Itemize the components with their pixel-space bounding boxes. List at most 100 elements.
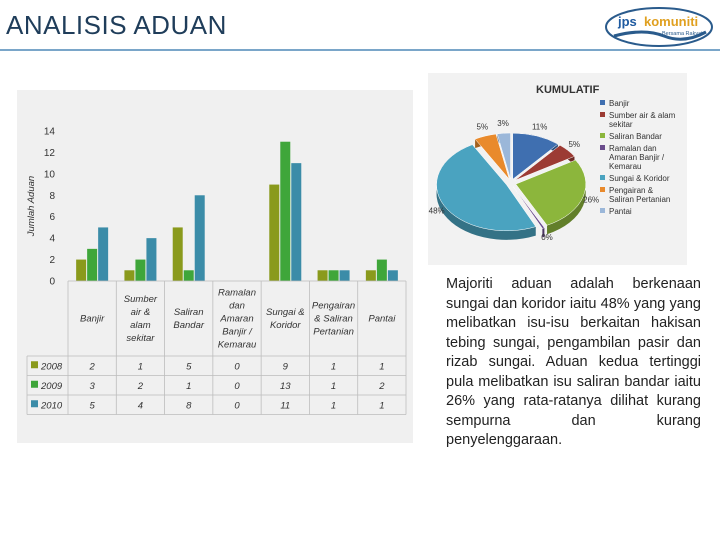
pie-legend-label-3: Amaran Banjir /: [609, 153, 665, 162]
pie-legend-swatch-2: [600, 133, 605, 138]
pie-legend-label-0: Banjir: [609, 99, 630, 108]
category-label: alam: [130, 320, 151, 331]
table-value: 9: [283, 361, 289, 372]
y-tick-label: 8: [49, 191, 55, 202]
category-label: Amaran: [219, 314, 253, 325]
pie-legend-label-1: sekitar: [609, 120, 633, 129]
category-label: Saliran: [174, 307, 204, 318]
bar-2010-2: [194, 195, 205, 281]
pie-slice-3: [512, 186, 545, 229]
bar-2009-4: [280, 141, 291, 281]
pie-chart-panel: KUMULATIF 11% 5% 26% 0% 48% 5% 3% Banjir Sumber a…: [428, 73, 687, 265]
pie-pct-label-1: 5%: [568, 140, 580, 149]
pie-legend-label-5: Saliran Pertanian: [609, 195, 670, 204]
pie-slice-6: [496, 132, 511, 180]
pie-legend-swatch-6: [600, 208, 605, 213]
table-value: 2: [88, 361, 95, 372]
category-label: Sumber: [124, 294, 158, 305]
table-value: 4: [138, 400, 143, 411]
table-value: 8: [186, 400, 192, 411]
slide-title: ANALISIS ADUAN: [6, 10, 227, 40]
y-tick-label: 4: [49, 234, 55, 245]
category-label: dan: [229, 301, 245, 312]
category-label: Koridor: [270, 320, 301, 331]
category-label: Banjir: [80, 314, 105, 325]
pie-title: KUMULATIF: [536, 84, 600, 96]
bar-2008-5: [317, 270, 328, 281]
y-tick-label: 0: [49, 277, 55, 288]
pie-pct-label-4: 48%: [429, 206, 445, 215]
legend-label-2009: 2009: [40, 381, 63, 392]
pie-chart: KUMULATIF 11% 5% 26% 0% 48% 5% 3% Banjir Sumber a…: [429, 84, 676, 242]
pie-pct-label-2: 26%: [583, 196, 599, 205]
bar-2008-2: [172, 227, 183, 281]
pie-slice-0: [512, 132, 559, 180]
table-value: 1: [186, 381, 191, 392]
pie-slice-5: [474, 133, 510, 180]
table-value: 5: [186, 361, 192, 372]
category-label: Sungai &: [266, 307, 305, 318]
bar-2009-5: [328, 270, 339, 281]
pie-legend-label-4: Sungai & Koridor: [609, 174, 670, 183]
pie-legend-swatch-1: [600, 112, 605, 117]
analysis-paragraph: Majoriti aduan adalah berkenaan sungai d…: [446, 276, 701, 448]
table-value: 2: [137, 381, 144, 392]
category-label: Bandar: [173, 320, 204, 331]
table-value: 1: [331, 361, 336, 372]
table-value: 0: [234, 400, 240, 411]
table-value: 1: [379, 400, 384, 411]
bar-2010-6: [387, 270, 398, 281]
pie-legend-label-5: Pengairan &: [609, 186, 654, 195]
svg-text:jps: jps: [617, 14, 637, 29]
legend-swatch-2009: [31, 380, 38, 388]
bar-chart-panel: Jumlah Aduan 0 2 4 6 8 10 12 14 Banjir Sumber air &…: [17, 90, 413, 443]
bar-2009-1: [135, 259, 146, 281]
pie-legend-label-6: Pantai: [609, 207, 632, 216]
bar-2008-1: [124, 270, 135, 281]
pie-legend-swatch-4: [600, 175, 605, 180]
pie-pct-label-6: 3%: [497, 119, 509, 128]
category-label: Pengairan: [312, 301, 355, 312]
bar-2009-2: [183, 270, 194, 281]
table-value: 13: [280, 381, 291, 392]
table-value: 0: [234, 381, 240, 392]
pie-slice-4: [436, 144, 537, 232]
pie-pct-label-5: 5%: [477, 123, 489, 132]
table-value: 2: [378, 381, 385, 392]
pie-pct-label-3: 0%: [541, 233, 553, 242]
jps-komuniti-logo: jps komuniti Bersama Rakyat: [604, 6, 714, 48]
pie-legend-label-3: Ramalan dan: [609, 144, 657, 153]
legend-label-2008: 2008: [40, 361, 63, 372]
y-tick-label: 10: [44, 169, 56, 180]
bar-2009-0: [87, 248, 98, 281]
category-label: Kemarau: [218, 340, 257, 351]
pie-legend-label-3: Kemarau: [609, 162, 641, 171]
category-label: Pantai: [368, 314, 396, 325]
bar-2010-4: [291, 163, 302, 281]
table-value: 1: [331, 400, 336, 411]
pie-slice-1: [514, 144, 575, 181]
table-value: 3: [89, 381, 95, 392]
table-value: 1: [331, 381, 336, 392]
legend-swatch-2010: [31, 400, 38, 408]
bar-2010-1: [146, 238, 157, 281]
y-tick-label: 12: [44, 148, 56, 159]
y-tick-label: 2: [49, 255, 55, 266]
title-divider: [0, 49, 720, 51]
category-label: Ramalan: [218, 288, 256, 299]
category-label: Banjir /: [222, 327, 253, 338]
table-value: 0: [234, 361, 240, 372]
pie-legend-label-1: Sumber air & alam: [609, 111, 676, 120]
y-tick-label: 14: [44, 127, 56, 138]
pie-legend-label-2: Saliran Bandar: [609, 132, 662, 141]
pie-legend-swatch-5: [600, 187, 605, 192]
pie-legend-swatch-0: [600, 100, 605, 105]
table-value: 11: [280, 400, 290, 411]
table-value: 5: [89, 400, 95, 411]
pie-slice-side-4: [436, 144, 536, 240]
legend-swatch-2008: [31, 361, 38, 369]
pie-slice-2: [515, 159, 587, 226]
bar-2008-4: [269, 184, 280, 281]
bar-2008-6: [365, 270, 376, 281]
